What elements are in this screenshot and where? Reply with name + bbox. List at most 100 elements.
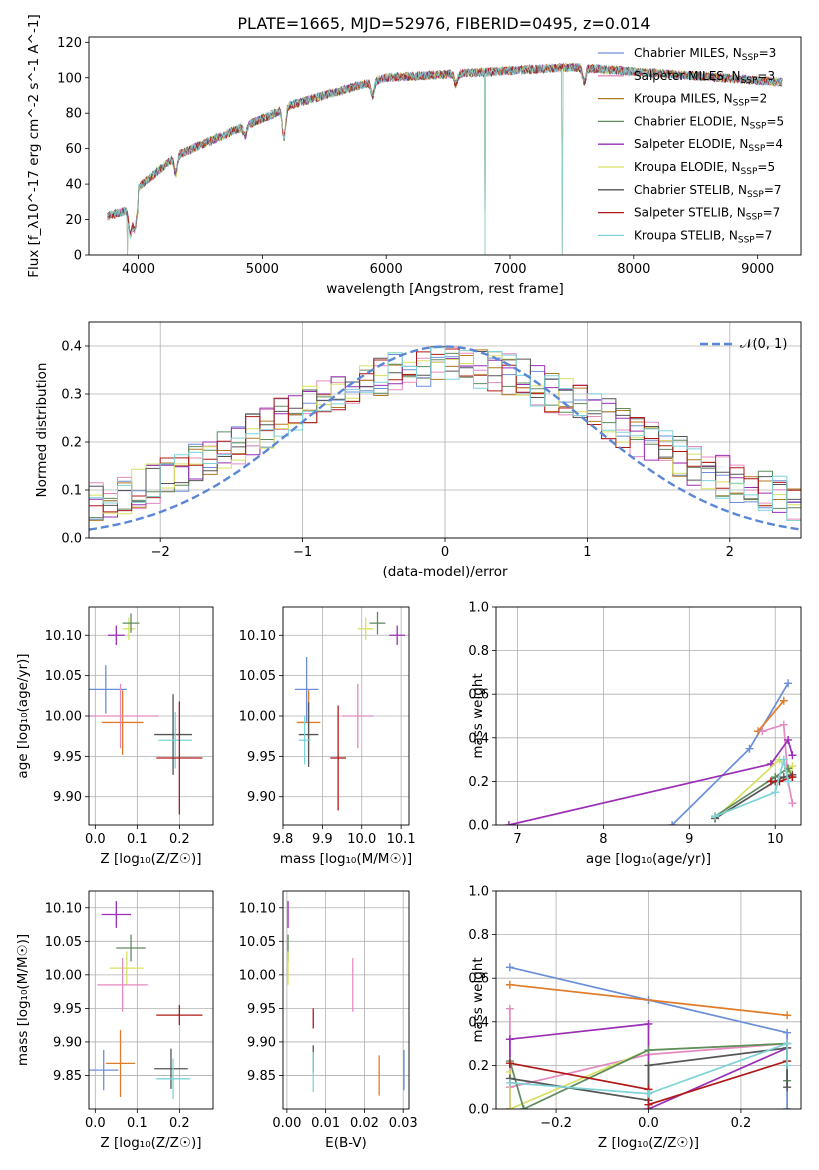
normal-reference-curve [89,345,801,531]
y-tick-label: 9.90 [247,790,276,805]
series-line [509,983,788,1017]
x-axis-label: (data-model)/error [382,564,508,580]
x-tick-label: 7000 [493,262,526,277]
data-point [101,690,144,755]
y-tick-label: 9.85 [53,1069,82,1084]
x-tick-label: 0.2 [169,832,190,847]
axes-frame [88,36,802,256]
y-tick-label: 9.95 [53,1002,82,1017]
y-tick-label: 1.0 [468,885,489,900]
ticks: −0.2 0.0 0.2 0.0 0.2 0.4 0.6 0.8 1.0 [468,885,751,1132]
series-marker [788,773,797,782]
ticks: −2 −1 0 1 2 0.0 0.1 0.2 0.3 0.4 [61,340,734,561]
axes-frame [88,606,214,826]
y-axis-label: mass weight [470,673,486,758]
massweight-vs-metallicity-plot: −0.2 0.0 0.2 0.0 0.2 0.4 0.6 0.8 1.0 Z [log₁₀(Z/Z… [468,885,802,1151]
ticks: 0.00 0.01 0.02 0.03 9.85 9.90 9.95 10.00 10.05 10… [239,901,418,1131]
data-point [158,711,192,769]
y-axis-label: mass weight [470,957,486,1042]
x-tick-label: 9.9 [312,832,333,847]
y-tick-label: 9.95 [247,750,276,765]
series-marker [766,777,775,786]
legend-subscript: SSP [750,121,767,131]
x-tick-label: 10.0 [347,832,376,847]
x-tick-label: −1 [293,545,312,560]
series-marker [783,1083,792,1092]
y-tick-label: 0.2 [468,1059,489,1074]
x-tick-label: 0.01 [311,1116,340,1131]
data-point [389,625,406,645]
plot-area [504,679,797,825]
legend-label: Kroupa STELIB, NSSP=7 [634,228,772,245]
series-marker [519,1105,528,1109]
axes-frame [282,606,410,826]
x-tick-label: 8 [599,832,607,847]
ticks: 0.0 0.1 0.2 9.90 9.95 10.00 10.05 10.10 [45,629,190,847]
series-line [762,723,794,804]
spectrum-line [107,62,783,255]
y-tick-label: 10.10 [239,901,276,916]
legend-label: Salpeter ELODIE, NSSP=4 [634,137,783,154]
data-point [116,934,146,962]
legend-label: 𝒩(0, 1) [740,337,787,352]
x-tick-label: 9.8 [273,832,294,847]
legend-label: Salpeter MILES, NSSP=3 [634,69,775,86]
series [711,755,793,821]
plot-area [89,345,801,531]
y-tick-label: 0.0 [468,1103,489,1118]
y-tick-label: 80 [65,107,82,122]
x-tick-label: 10.1 [387,832,416,847]
y-axis-label: mass [log₁₀(M/M☉)] [15,934,31,1066]
y-tick-label: 10.00 [239,968,276,983]
mass-vs-metallicity-plot: 0.0 0.1 0.2 9.85 9.90 9.95 10.00 10.05 10.10 Z [l… [15,890,214,1151]
legend-value: =7 [763,206,781,220]
series [505,980,792,1020]
mass-vs-ebv-plot: 0.00 0.01 0.02 0.03 9.85 9.90 9.95 10.00 10.05 10… [239,890,418,1151]
y-tick-label: 0.6 [468,972,489,987]
x-tick-label: 0.2 [731,1116,752,1131]
series [504,735,797,825]
y-tick-label: 60 [65,142,82,157]
y-tick-label: 0 [74,249,82,264]
spectrum-plot: 4000 5000 6000 7000 8000 9000 0 20 40 60 80 100 120 w… [26,14,802,297]
residuals-histogram: −2 −1 0 1 2 0.0 0.1 0.2 0.3 0.4 (data-model)/error… [34,321,802,580]
series-marker [783,1105,792,1109]
x-tick-label: −2 [151,545,170,560]
x-tick-label: 8000 [617,262,650,277]
x-tick-label: 9 [685,832,693,847]
legend-value: =3 [757,69,775,83]
plot-area [287,901,405,1096]
legend-subscript: SSP [748,144,765,154]
x-tick-label: 0.02 [350,1116,379,1131]
y-tick-label: 10.00 [45,710,82,725]
legend-value: =2 [750,92,768,106]
y-tick-label: 0.4 [468,731,489,746]
x-tick-label: 0.0 [85,832,106,847]
y-tick-label: 0.4 [61,340,82,355]
x-tick-label: 6000 [370,262,403,277]
x-tick-label: 7 [513,832,521,847]
series-marker [505,1105,514,1109]
y-tick-label: 100 [57,71,82,86]
y-tick-label: 10.00 [45,968,82,983]
x-tick-label: 0.2 [169,1116,190,1131]
data-point [105,1029,136,1097]
age-vs-metallicity-plot: 0.0 0.1 0.2 9.90 9.95 10.00 10.05 10.10 Z [log₁₀… [15,606,214,867]
data-point [97,958,148,1012]
data-point [357,617,374,641]
data-point [107,625,125,645]
series-marker [505,980,514,989]
y-tick-label: 9.90 [53,1035,82,1050]
y-tick-label: 10.05 [239,935,276,950]
data-point [156,1058,190,1099]
grid [283,891,409,1109]
y-tick-label: 9.95 [53,750,82,765]
series-marker [505,1035,514,1044]
legend-value: =5 [757,160,775,174]
axes-frame [495,606,802,826]
series-marker [644,1046,653,1055]
series-marker [783,1028,792,1037]
x-axis-label: Z [log₁₀(Z/Z☉)] [598,1135,699,1151]
series-marker [505,1004,514,1013]
